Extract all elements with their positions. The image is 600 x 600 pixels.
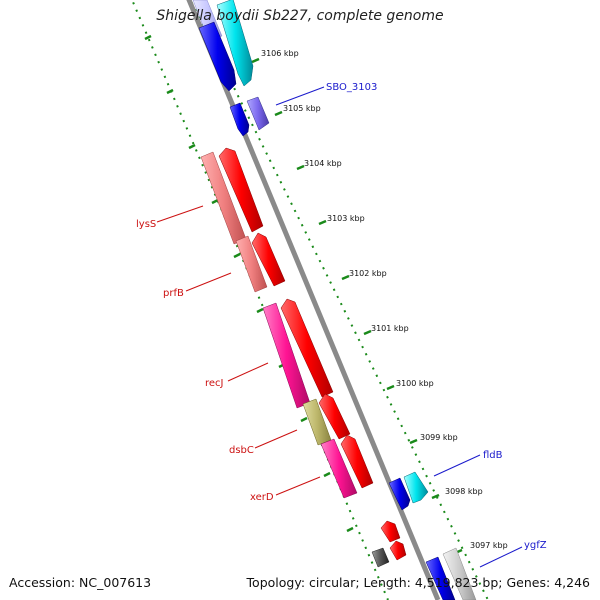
gene-feature[interactable] [371,547,390,568]
gene-feature[interactable] [235,235,268,293]
tick-label: 3105 kbp [283,104,321,113]
gene-label-fldb[interactable]: fldB [483,450,503,461]
gene-feature[interactable] [218,147,264,233]
tick-label: 3101 kbp [371,324,409,333]
tick-label: 3104 kbp [304,159,342,168]
accession-info: Accession: NC_007613 [9,575,151,590]
gene-feature[interactable] [388,477,411,511]
gene-feature[interactable] [389,540,407,561]
genome-stats: Topology: circular; Length: 4,519,823 bp… [246,575,590,590]
gene-label-recj[interactable]: recJ [205,378,224,389]
organism-name: Shigella boydii Sb227 [156,8,308,24]
gene-feature[interactable] [246,96,270,131]
gene-label-lyss[interactable]: lysS [136,219,156,230]
tick-labels: 3106 kbp 3105 kbp 3104 kbp 3103 kbp 3102… [261,49,508,550]
gene-label-prfb[interactable]: prfB [163,288,184,299]
gene-feature[interactable] [425,556,456,600]
gene-feature[interactable] [340,434,374,489]
gene-feature[interactable] [229,102,250,137]
tick-label: 3098 kbp [445,487,483,496]
gene-feature[interactable] [380,520,401,543]
gene-label-xerd[interactable]: xerD [250,492,274,503]
gene-feature[interactable] [318,393,351,440]
inner-tick-ring [131,0,389,600]
tick-label: 3103 kbp [327,214,365,223]
tick-label: 3102 kbp [349,269,387,278]
tick-label: 3100 kbp [396,379,434,388]
tick-label: 3097 kbp [470,541,508,550]
gene-feature[interactable] [403,471,429,504]
tick-label: 3099 kbp [420,433,458,442]
reverse-strand-features [200,151,358,499]
topology-label: Topology: [246,575,306,590]
genome-backbone [186,0,441,600]
gene-labels: SBO_3103 lysS prfB recJ dsbC xerD fldB y… [136,82,547,551]
map-title: Shigella boydii Sb227, complete genome [0,8,600,24]
genes-value: 4,246 [554,575,590,590]
gene-feature[interactable] [251,232,286,287]
topology-value: circular [309,575,356,590]
length-label: Length: [363,575,411,590]
gene-label-ygfz[interactable]: ygfZ [524,540,547,551]
label-leaders [156,86,523,568]
accession-label: Accession: [9,575,76,590]
length-value: 4,519,823 bp [414,575,499,590]
accession-value: NC_007613 [79,575,152,590]
gene-feature[interactable] [216,0,254,87]
gene-feature[interactable] [320,438,358,499]
gene-feature[interactable] [442,547,477,600]
gene-label-dsbc[interactable]: dsbC [229,445,254,456]
tick-label: 3106 kbp [261,49,299,58]
gene-label-sbo3103[interactable]: SBO_3103 [326,82,377,93]
forward-strand-features [192,0,477,600]
gene-feature[interactable] [198,21,237,92]
title-suffix: , complete genome [307,8,444,24]
outer-tick-ring [189,0,489,600]
gene-feature[interactable] [280,298,334,398]
genes-label: Genes: [506,575,551,590]
